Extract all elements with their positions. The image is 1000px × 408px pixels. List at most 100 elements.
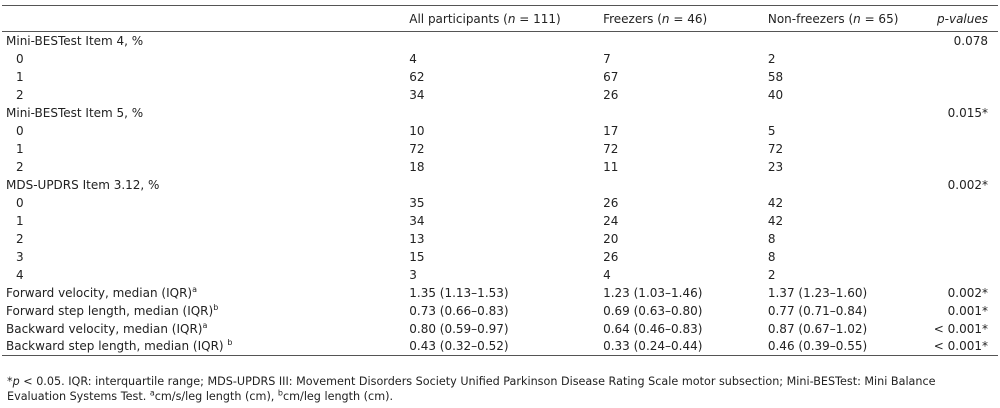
footnote-p-symbol: p bbox=[12, 375, 20, 388]
all-participants-cell: 15 bbox=[409, 249, 425, 264]
freezers-cell: 26 bbox=[603, 195, 619, 210]
non-freezers-cell: 40 bbox=[767, 87, 784, 102]
all-participants-cell: 0.73 (0.66–0.83) bbox=[409, 303, 509, 318]
non-freezers-cell: 8 bbox=[767, 231, 776, 246]
measure-row: Forward velocity, median (IQR)a 1.35 (1.1… bbox=[2, 284, 998, 302]
category-cell: 4 bbox=[16, 267, 24, 282]
footnote-a-text: cm/s/leg length (cm), bbox=[154, 390, 278, 403]
p-value-cell: 0.002* bbox=[947, 285, 988, 300]
p-value-cell: 0.002* bbox=[947, 177, 988, 192]
header-nonfreezers-text: Non-freezers (n = 65) bbox=[767, 11, 899, 26]
p-value-cell: 0.015* bbox=[947, 105, 988, 120]
footnote-a-marker: a bbox=[149, 388, 155, 398]
table-row: 2 13 20 8 bbox=[2, 230, 998, 248]
all-participants-cell: 13 bbox=[409, 231, 425, 246]
measure-footnote-marker: a bbox=[192, 284, 197, 294]
freezers-cell: 26 bbox=[603, 87, 619, 102]
p-value-cell: 0.078 bbox=[953, 33, 988, 48]
measure-footnote-marker: a bbox=[202, 320, 208, 330]
all-participants-cell: 34 bbox=[409, 87, 425, 102]
all-participants-cell: 0.43 (0.32–0.52) bbox=[409, 339, 509, 354]
footnote-b-text: cm/leg length (cm). bbox=[283, 390, 394, 403]
p-value-cell bbox=[930, 140, 998, 158]
measure-label-cell: Backward velocity, median (IQR)a bbox=[2, 320, 405, 338]
non-freezers-cell: 2 bbox=[767, 267, 776, 282]
category-cell: 3 bbox=[16, 249, 24, 264]
table-row: 0 4 7 2 bbox=[2, 50, 998, 68]
category-cell: 0 bbox=[16, 123, 24, 138]
non-freezers-cell: 0.46 (0.39–0.55) bbox=[767, 339, 868, 354]
p-value-cell bbox=[930, 68, 998, 86]
table-row: 3 15 26 8 bbox=[2, 248, 998, 266]
header-freezers: Freezers (n = 46) bbox=[599, 6, 764, 32]
p-value-cell bbox=[930, 86, 998, 104]
empty-cell bbox=[764, 176, 930, 194]
measure-row: Forward step length, median (IQR)b 0.73 (… bbox=[2, 302, 998, 320]
section-label: Mini-BESTest Item 4, % bbox=[6, 33, 144, 48]
category-cell: 1 bbox=[16, 69, 24, 84]
empty-cell bbox=[764, 104, 930, 122]
measure-label-cell: Forward velocity, median (IQR)a bbox=[2, 284, 405, 302]
category-cell: 1 bbox=[16, 141, 24, 156]
non-freezers-cell: 23 bbox=[767, 159, 784, 174]
non-freezers-cell: 72 bbox=[767, 141, 784, 156]
table-footnote: *p < 0.05. IQR: interquartile range; MDS… bbox=[7, 374, 993, 404]
header-blank bbox=[2, 6, 405, 32]
p-value-cell: < 0.001* bbox=[933, 339, 988, 354]
category-cell: 0 bbox=[16, 51, 24, 66]
p-value-cell: < 0.001* bbox=[933, 321, 988, 336]
non-freezers-cell: 1.37 (1.23–1.60) bbox=[767, 285, 868, 300]
p-value-cell bbox=[930, 266, 998, 284]
empty-cell bbox=[599, 176, 764, 194]
freezers-cell: 67 bbox=[603, 69, 619, 84]
empty-cell bbox=[764, 32, 930, 50]
all-participants-cell: 3 bbox=[409, 267, 417, 282]
table-row: 1 72 72 72 bbox=[2, 140, 998, 158]
header-freezers-text: Freezers (n = 46) bbox=[603, 11, 708, 26]
p-value-cell bbox=[930, 230, 998, 248]
footnote-b-marker: b bbox=[277, 388, 283, 398]
measure-label-cell: Forward step length, median (IQR)b bbox=[2, 302, 405, 320]
table-row: 0 35 26 42 bbox=[2, 194, 998, 212]
non-freezers-cell: 5 bbox=[767, 123, 776, 138]
all-participants-cell: 1.35 (1.13–1.53) bbox=[409, 285, 509, 300]
measure-label-cell: Backward step length, median (IQR) b bbox=[2, 338, 405, 356]
section-label: Mini-BESTest Item 5, % bbox=[6, 105, 144, 120]
all-participants-cell: 18 bbox=[409, 159, 425, 174]
category-cell: 2 bbox=[16, 159, 24, 174]
measure-row: Backward step length, median (IQR) b 0.43… bbox=[2, 338, 998, 356]
freezers-cell: 17 bbox=[603, 123, 619, 138]
empty-cell bbox=[405, 104, 599, 122]
section-row: MDS-UPDRS Item 3.12, % 0.002* bbox=[2, 176, 998, 194]
table-row: 1 62 67 58 bbox=[2, 68, 998, 86]
header-p-values-text: p-values bbox=[937, 11, 988, 26]
all-participants-cell: 0.80 (0.59–0.97) bbox=[409, 321, 509, 336]
section-row: Mini-BESTest Item 5, % 0.015* bbox=[2, 104, 998, 122]
p-value-cell bbox=[930, 248, 998, 266]
p-value-cell bbox=[930, 212, 998, 230]
freezers-cell: 0.33 (0.24–0.44) bbox=[603, 339, 703, 354]
all-participants-cell: 10 bbox=[409, 123, 425, 138]
freezers-cell: 24 bbox=[603, 213, 619, 228]
table-row: 1 34 24 42 bbox=[2, 212, 998, 230]
freezers-cell: 11 bbox=[603, 159, 619, 174]
all-participants-cell: 35 bbox=[409, 195, 425, 210]
measure-row: Backward velocity, median (IQR)a 0.80 (0.… bbox=[2, 320, 998, 338]
section-label: MDS-UPDRS Item 3.12, % bbox=[6, 177, 160, 192]
table-body: Mini-BESTest Item 4, % 0.078 0 4 7 2 1 62 67 58 2 3… bbox=[2, 32, 998, 356]
empty-cell bbox=[405, 32, 599, 50]
measure-label: Backward velocity, median (IQR) bbox=[6, 321, 203, 336]
header-p-values: p-values bbox=[930, 6, 998, 32]
table-row: 2 18 11 23 bbox=[2, 158, 998, 176]
table-row: 4 3 4 2 bbox=[2, 266, 998, 284]
non-freezers-cell: 2 bbox=[767, 51, 776, 66]
table-row: 2 34 26 40 bbox=[2, 86, 998, 104]
empty-cell bbox=[405, 176, 599, 194]
all-participants-cell: 4 bbox=[409, 51, 417, 66]
header-all-participants: All participants (n = 111) bbox=[405, 6, 599, 32]
non-freezers-cell: 42 bbox=[767, 213, 784, 228]
empty-cell bbox=[599, 32, 764, 50]
non-freezers-cell: 8 bbox=[767, 249, 776, 264]
footnote-text: < 0.05. IQR: interquartile range; MDS-UP… bbox=[7, 375, 936, 403]
category-cell: 2 bbox=[16, 87, 24, 102]
